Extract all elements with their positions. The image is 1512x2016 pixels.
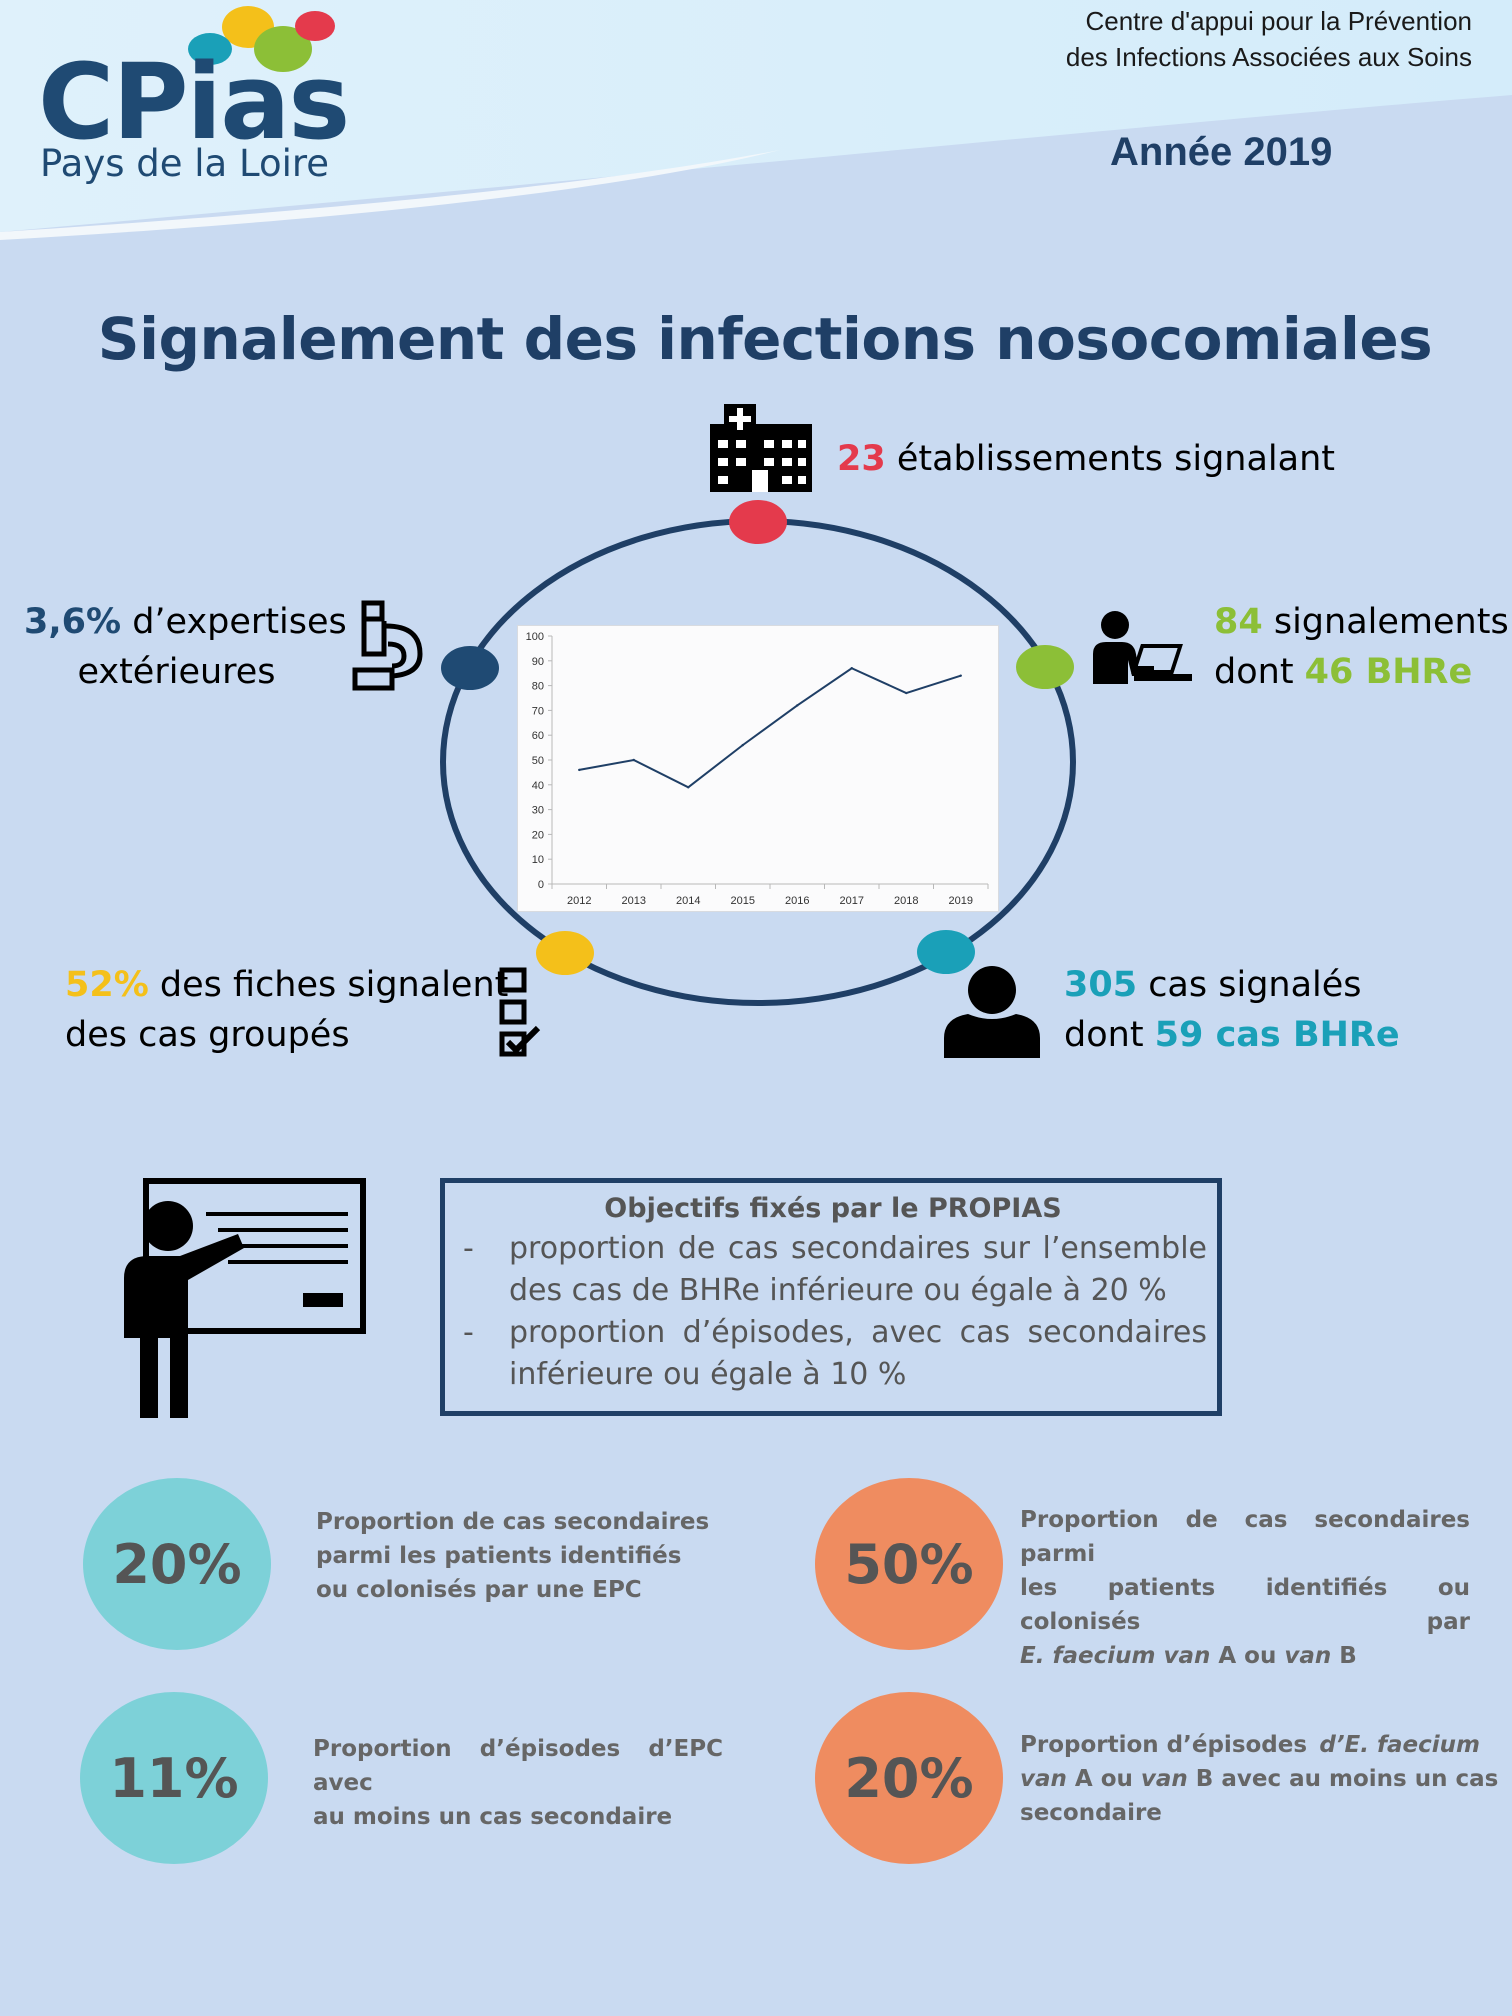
indicator-circle: 50% xyxy=(815,1478,1003,1650)
y-tick-label: 30 xyxy=(532,805,544,817)
y-tick-label: 50 xyxy=(532,755,544,767)
stat-cas-bhre: 59 cas BHRe xyxy=(1154,1015,1400,1055)
data-point xyxy=(687,786,690,789)
stat-etablissements-text: établissements signalant xyxy=(885,439,1335,479)
objectives-title: Objectifs fixés par le PROPIAS xyxy=(604,1193,1062,1224)
report-year: Année 2019 xyxy=(1110,130,1333,174)
logo-bubbles xyxy=(188,6,335,72)
stat-etablissements: 23 établissements signalant xyxy=(837,434,1335,484)
data-point xyxy=(741,743,744,747)
data-point xyxy=(850,667,853,670)
data-point xyxy=(905,691,908,695)
checklist-icon xyxy=(499,967,541,1057)
stat-signalements: 84 signalements dont 46 BHRe xyxy=(1214,597,1509,697)
stat-expertises-line2: extérieures xyxy=(77,652,276,692)
x-tick-label: 2016 xyxy=(785,895,809,907)
objective-item: - proportion de cas secondaires sur l’en… xyxy=(463,1231,1207,1308)
y-tick-label: 70 xyxy=(532,705,544,717)
teacher-board-icon xyxy=(124,1178,366,1418)
stat-signalements-bhre: 46 BHRe xyxy=(1304,652,1473,692)
ring-dot-red xyxy=(729,500,787,544)
ring-dot-navy xyxy=(441,646,499,690)
data-point xyxy=(959,674,962,677)
ring-dot-teal xyxy=(917,930,975,974)
series-line xyxy=(579,667,962,789)
stat-cas-text: cas signalés xyxy=(1137,965,1362,1005)
stat-groupes-line2: des cas groupés xyxy=(65,1015,350,1055)
stat-groupes-text: des fiches signalent xyxy=(148,965,509,1005)
stat-groupes: 52% des fiches signalent des cas groupés xyxy=(65,960,508,1060)
x-tick-label: 2013 xyxy=(622,895,646,907)
x-tick-label: 2018 xyxy=(894,895,918,907)
x-tick-label: 2014 xyxy=(676,895,700,907)
brand-logo-text: CPias xyxy=(38,41,350,163)
y-tick-label: 100 xyxy=(526,631,544,643)
data-point xyxy=(632,758,635,762)
stat-expertises-text: d’expertises xyxy=(121,602,347,642)
y-tick-label: 90 xyxy=(532,656,544,668)
indicator-description: Proportion d’épisodes d’E. faecium van A… xyxy=(1020,1732,1499,1826)
y-tick-label: 60 xyxy=(532,730,544,742)
stat-cas: 305 cas signalés dont 59 cas BHRe xyxy=(1064,960,1400,1060)
ring-dot-green xyxy=(1016,645,1074,689)
x-tick-label: 2019 xyxy=(949,895,973,907)
indicator-description: Proportion d’épisodes d’EPC avec au moin… xyxy=(313,1736,723,1830)
stat-cas-prefix: dont xyxy=(1064,1015,1155,1055)
y-tick-label: 80 xyxy=(532,681,544,693)
microscope-icon xyxy=(352,600,423,691)
indicator-circle: 20% xyxy=(815,1692,1003,1864)
y-tick-label: 40 xyxy=(532,780,544,792)
stats-ring xyxy=(440,500,1076,1006)
x-tick-label: 2017 xyxy=(840,895,864,907)
stat-etablissements-value: 23 xyxy=(837,439,886,479)
indicator-circle: 11% xyxy=(80,1692,268,1864)
objectives-box: Objectifs fixés par le PROPIAS - proport… xyxy=(440,1178,1222,1416)
y-tick-label: 20 xyxy=(532,829,544,841)
stat-signalements-value: 84 xyxy=(1214,602,1263,642)
y-tick-label: 0 xyxy=(538,879,544,891)
x-tick-label: 2012 xyxy=(567,895,591,907)
stat-expertises-value: 3,6% xyxy=(24,602,122,642)
objective-item-text: proportion de cas secondaires sur l’ense… xyxy=(509,1231,1207,1308)
line-chart: 0 10 20 30 40 50 60 70 80 90 100 2012 2013 2014 2015 20… xyxy=(517,625,999,912)
laptop-user-icon xyxy=(1093,611,1192,684)
stat-expertises: 3,6% d’expertises extérieures xyxy=(24,597,347,697)
page-title: Signalement des infections nosocomiales xyxy=(97,305,1433,373)
stat-signalements-text: signalements xyxy=(1262,602,1509,642)
objective-item-text: proportion d’épisodes, avec cas secondai… xyxy=(509,1315,1207,1392)
x-tick-label: 2015 xyxy=(731,895,755,907)
brand-region: Pays de la Loire xyxy=(40,142,330,185)
user-icon xyxy=(944,966,1040,1058)
objective-item: - proportion d’épisodes, avec cas second… xyxy=(463,1315,1207,1392)
header-background xyxy=(0,0,1512,240)
stat-groupes-value: 52% xyxy=(65,965,149,1005)
indicator-circle: 20% xyxy=(83,1478,271,1650)
y-tick-label: 10 xyxy=(532,854,544,866)
stat-cas-value: 305 xyxy=(1064,965,1138,1005)
hospital-icon xyxy=(710,404,812,492)
data-point xyxy=(796,704,799,707)
org-name-line1: Centre d'appui pour la Prévention xyxy=(1085,6,1472,36)
data-point xyxy=(578,768,581,772)
ring-dot-yellow xyxy=(536,931,594,975)
stat-signalements-prefix: dont xyxy=(1214,652,1305,692)
indicator-description: Proportion de cas secondaires parmi les … xyxy=(1020,1507,1470,1669)
org-name-line2: des Infections Associées aux Soins xyxy=(1065,42,1472,72)
indicator-description: Proportion de cas secondaires parmi les … xyxy=(316,1509,710,1603)
